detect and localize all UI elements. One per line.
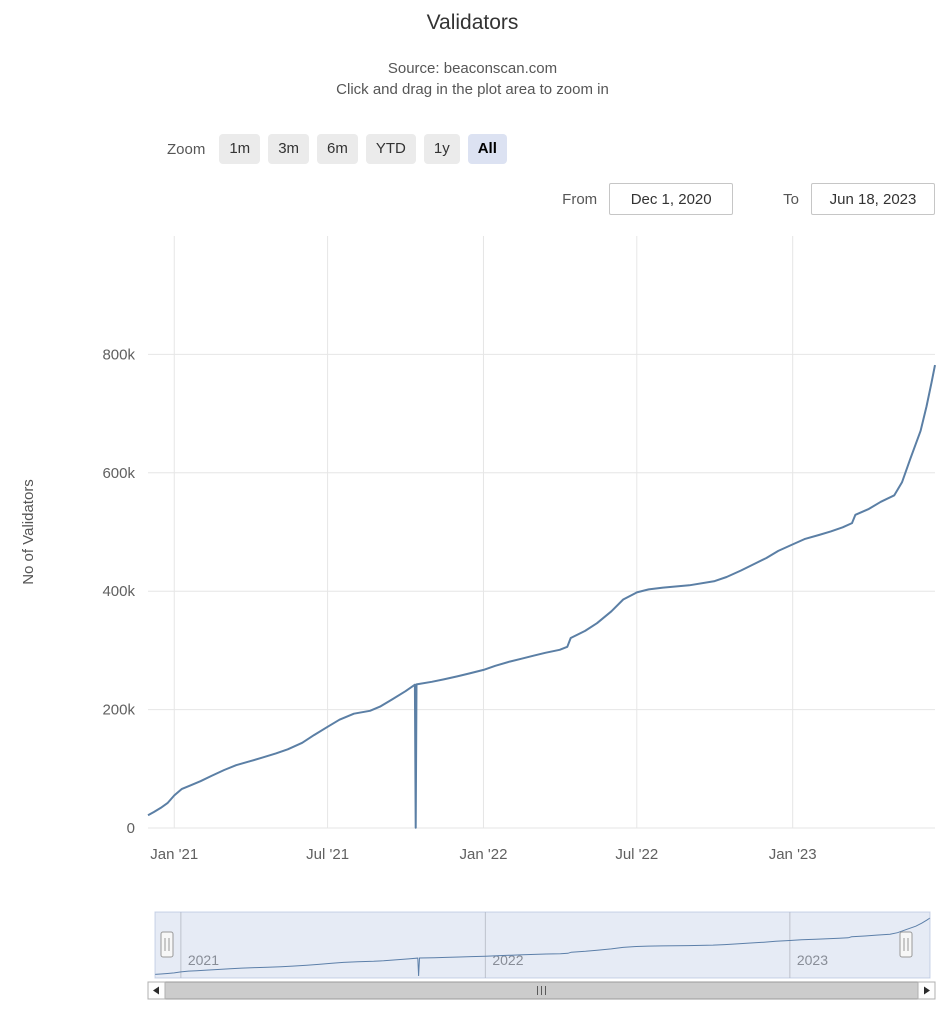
to-date-input[interactable]: Jun 18, 2023 <box>811 183 935 215</box>
gridlines <box>148 236 935 829</box>
range-selector: Zoom 1m 3m 6m YTD 1y All <box>167 134 515 164</box>
range-button-1m[interactable]: 1m <box>219 134 261 164</box>
range-button-all[interactable]: All <box>467 134 507 164</box>
y-axis-label: 200k <box>102 702 135 719</box>
x-axis-label: Jul '22 <box>615 846 658 863</box>
main-series <box>147 364 936 829</box>
x-axis-label: Jul '21 <box>306 846 349 863</box>
range-button-1y[interactable]: 1y <box>423 134 460 164</box>
scrollbar[interactable] <box>147 981 936 1000</box>
navigator-mask[interactable] <box>154 911 931 979</box>
y-axis-label: 0 <box>127 820 135 837</box>
navigator-year-label: 2021 <box>188 952 219 968</box>
navigator-series-line <box>154 917 931 977</box>
scrollbar-left-button[interactable] <box>147 981 166 1000</box>
zoom-label: Zoom <box>167 140 206 158</box>
series-line <box>147 364 936 829</box>
range-button-3m[interactable]: 3m <box>268 134 310 164</box>
chart-plot-area[interactable]: 0 200k 400k 600k 800k Jan '21 Jul '21 Jan '22 Ju… <box>0 230 945 1024</box>
navigator-handle-left[interactable] <box>160 931 174 958</box>
axis-labels: 0 200k 400k 600k 800k Jan '21 Jul '21 Jan '22 Ju… <box>20 346 817 863</box>
chart-hint-subtitle: Click and drag in the plot area to zoom … <box>336 81 609 98</box>
navigator[interactable]: 2021 2022 2023 <box>154 911 931 979</box>
y-axis-label: 400k <box>102 583 135 600</box>
range-button-6m[interactable]: 6m <box>317 134 358 164</box>
y-axis-title: No of Validators <box>20 479 37 585</box>
x-axis-label: Jan '21 <box>150 846 198 863</box>
date-range-inputs: From Dec 1, 2020 To Jun 18, 2023 <box>562 183 935 215</box>
navigator-year-label: 2023 <box>797 952 828 968</box>
scrollbar-right-button[interactable] <box>917 981 936 1000</box>
from-date-input[interactable]: Dec 1, 2020 <box>609 183 734 215</box>
x-axis-label: Jan '22 <box>460 846 508 863</box>
x-axis-label: Jan '23 <box>769 846 817 863</box>
navigator-handle-right[interactable] <box>899 931 913 958</box>
y-axis-label: 800k <box>102 346 135 363</box>
range-button-ytd[interactable]: YTD <box>365 134 416 164</box>
to-label: To <box>783 190 799 208</box>
from-label: From <box>562 190 598 208</box>
y-axis-label: 600k <box>102 465 135 482</box>
chart-title: Validators <box>426 11 519 34</box>
chart-source-subtitle: Source: beaconscan.com <box>387 60 558 77</box>
right-arrow-icon <box>924 986 930 995</box>
left-arrow-icon <box>153 986 159 995</box>
